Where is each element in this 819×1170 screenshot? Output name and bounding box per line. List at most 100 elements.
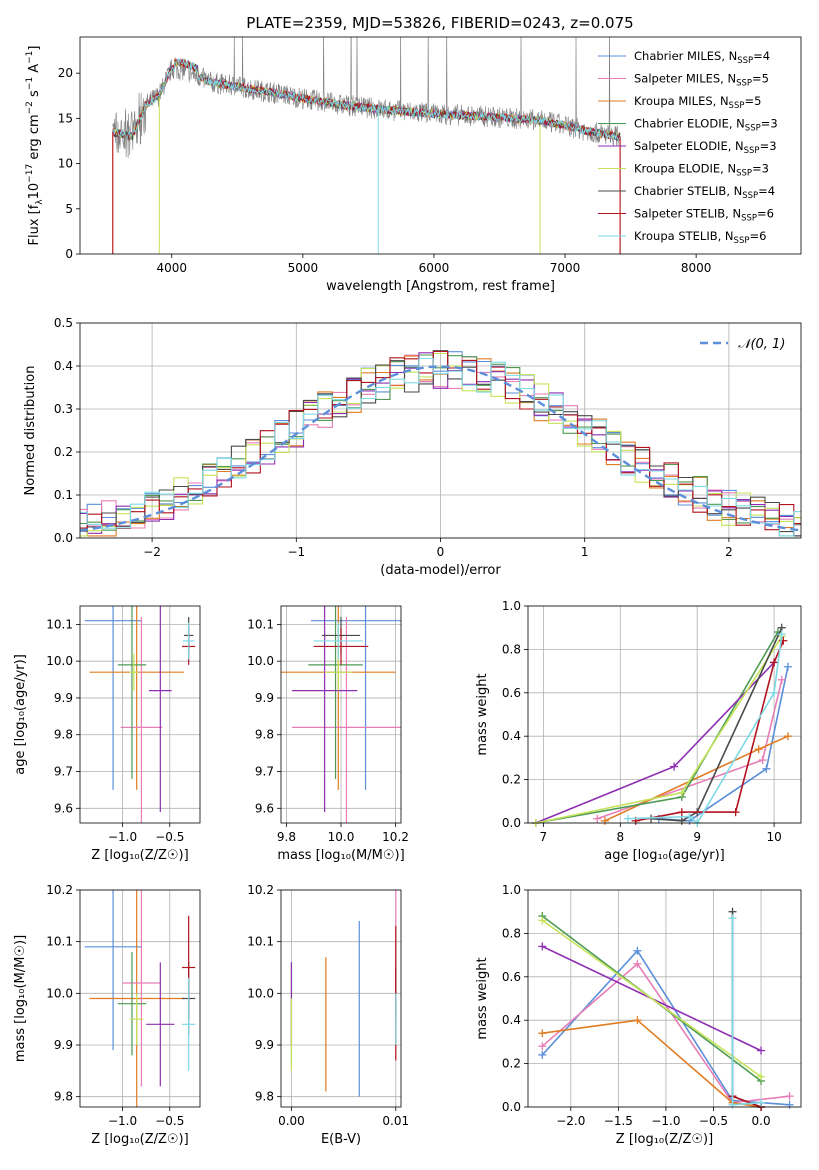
x-tick-label: −1.0: [108, 830, 137, 844]
x-tick-label: −0.5: [155, 830, 184, 844]
age_vs_Z-ylabel: age [log₁₀(age/yr)]: [13, 654, 28, 775]
errorbar-point: [308, 606, 363, 779]
mass-weight-marker: [633, 1016, 642, 1025]
mass-weight-marker: [762, 764, 771, 773]
x-tick-label: 9: [693, 830, 701, 844]
mass_vs_EBV-axes: 0.00 0.01 9.8 9.9 10.0 10.1 10.2: [247, 883, 409, 1128]
mass-weight-marker: [670, 762, 679, 771]
errorbar-point: [130, 993, 144, 1045]
ylabel-part: Flux [f: [27, 204, 42, 245]
y-tick-label: 0.0: [502, 1100, 521, 1114]
mass-weight-marker: [677, 816, 686, 825]
mass-weight-marker: [538, 942, 547, 951]
y-tick-label: 10.0: [247, 986, 274, 1000]
residuals-frame: [79, 322, 802, 539]
y-tick-label: 5: [65, 202, 73, 216]
mass-weight-marker: [728, 1100, 737, 1109]
y-tick-label: 0.1: [54, 488, 73, 502]
x-tick-label: 7000: [550, 261, 581, 275]
residual-histogram-step: [80, 351, 801, 537]
errorbar-point: [148, 606, 172, 812]
x-tick-label: 0.0: [752, 1114, 771, 1128]
mass_weight_vs_age-ylabel: mass weight: [475, 673, 490, 755]
x-tick-label: 0: [437, 545, 445, 559]
ylabel-part: ]: [27, 46, 42, 51]
y-tick-label: 9.8: [255, 1090, 274, 1104]
legend-label: Kroupa MILES, NSSP=5: [634, 94, 761, 111]
age_vs_mass-axes: 9.8 10.0 10.2 9.6 9.7 9.8 9.9 10.0 10.1: [247, 606, 409, 844]
y-tick-label: 9.9: [255, 1038, 274, 1052]
y-tick-label: 0: [65, 247, 73, 261]
model-spectrum-line: [112, 58, 621, 141]
legend-label: 𝒩(0, 1): [738, 337, 785, 352]
residual-histogram-step: [80, 350, 801, 531]
y-tick-label: 10.2: [247, 883, 274, 897]
ylabel-part: −2: [25, 101, 35, 114]
x-tick-label: 0.00: [278, 1114, 305, 1128]
mass_vs_Z-axes: −1.0 −0.5 9.8 9.9 10.0 10.1 10.2: [46, 883, 200, 1128]
x-tick-label: 6000: [419, 261, 450, 275]
mass_vs_Z-frame: [79, 889, 201, 1108]
errorbar-point: [129, 653, 139, 691]
residual-histogram-step: [80, 357, 801, 537]
y-tick-label: 0.2: [54, 445, 73, 459]
ylabel-part: −17: [25, 164, 35, 183]
x-tick-label: −0.5: [699, 1114, 728, 1128]
mass-weight-marker: [633, 946, 642, 955]
errorbar-point: [182, 622, 195, 660]
errorbar-point: [117, 952, 147, 1056]
y-tick-label: 9.9: [54, 1038, 73, 1052]
mass-weight-marker: [593, 814, 602, 823]
residuals-xlabel: (data-model)/error: [380, 563, 501, 578]
mass-weight-marker: [623, 814, 632, 823]
legend-label: Salpeter ELODIE, NSSP=3: [634, 139, 777, 156]
mass-weight-marker: [754, 745, 763, 754]
mass-weight-marker: [757, 1072, 766, 1081]
y-tick-label: 20: [58, 66, 73, 80]
mass-weight-marker: [600, 816, 609, 825]
y-tick-label: 1.0: [502, 883, 521, 897]
mass_vs_Z-xlabel: Z [log₁₀(Z/Z☉)]: [91, 1132, 188, 1147]
errorbar-point: [117, 606, 147, 779]
mass-weight-line: [535, 631, 779, 824]
y-tick-label: 10.1: [46, 617, 73, 631]
mass-weight-marker: [685, 812, 694, 821]
errorbar-point: [324, 653, 352, 691]
y-tick-label: 10.1: [247, 617, 274, 631]
y-tick-label: 9.7: [54, 765, 73, 779]
y-tick-label: 0.4: [54, 359, 73, 373]
y-tick-label: 9.8: [54, 728, 73, 742]
mass-weight-marker: [777, 630, 786, 639]
ylabel-part: erg cm: [27, 114, 42, 163]
mass-weight-marker: [538, 1042, 547, 1051]
mass_vs_EBV-xlabel: E(B-V): [321, 1132, 361, 1147]
age_vs_mass-frame: [280, 605, 402, 824]
errorbar-point: [313, 622, 363, 660]
ylabel-part: −1: [25, 77, 35, 90]
y-tick-label: 9.8: [255, 728, 274, 742]
errorbar-point: [182, 977, 196, 1071]
y-tick-label: 15: [58, 111, 73, 125]
errorbar-point: [84, 890, 142, 1051]
y-tick-label: 10.2: [46, 883, 73, 897]
y-tick-label: 9.8: [54, 1090, 73, 1104]
x-tick-label: −2: [143, 545, 161, 559]
mass-weight-line: [596, 679, 783, 820]
mass-weight-line: [542, 1019, 762, 1108]
legend-label: Kroupa ELODIE, NSSP=3: [634, 162, 769, 179]
mass-weight-line: [732, 1095, 762, 1108]
x-tick-label: −2.0: [556, 1114, 585, 1128]
errorbar-point: [84, 606, 142, 790]
mass-weight-marker: [785, 1092, 794, 1101]
y-tick-label: 9.7: [255, 765, 274, 779]
mass-weight-marker: [783, 732, 792, 741]
y-tick-label: 9.6: [54, 801, 73, 815]
errorbar-point: [122, 890, 161, 1087]
mass_vs_EBV-frame: [280, 889, 402, 1108]
residual-histogram-step: [80, 354, 801, 529]
residuals-ylabel: Normed distribution: [23, 366, 38, 496]
y-tick-label: 0.0: [54, 531, 73, 545]
x-tick-label: −1.0: [108, 1114, 137, 1128]
residual-histogram-step: [80, 350, 801, 537]
mass_weight_vs_age-frame: [527, 605, 802, 824]
